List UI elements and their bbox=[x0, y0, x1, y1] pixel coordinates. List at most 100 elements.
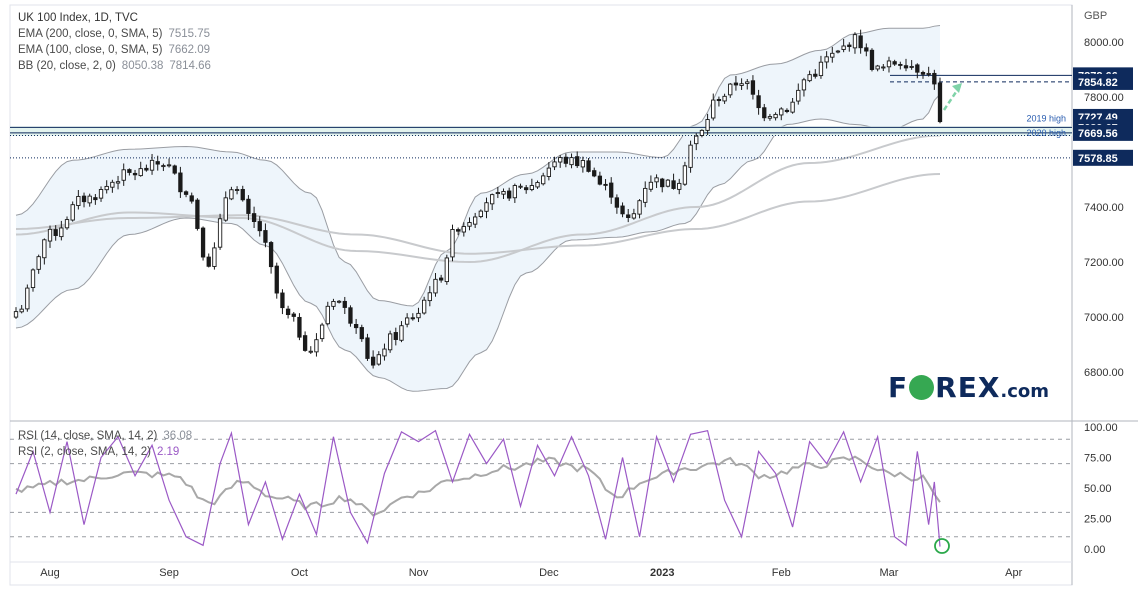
ema100-legend: EMA (100, close, 0, SMA, 5) 7662.09 bbox=[18, 44, 211, 56]
candle-body bbox=[376, 354, 381, 365]
price-label-text: 7669.56 bbox=[1078, 128, 1118, 140]
candle-body bbox=[586, 160, 591, 172]
candle-body bbox=[648, 181, 654, 190]
candle-body bbox=[172, 165, 177, 174]
logo-o-icon bbox=[909, 375, 935, 400]
time-tick-label: Aug bbox=[40, 567, 60, 579]
candle-body bbox=[47, 228, 53, 242]
candle-body bbox=[609, 182, 614, 198]
candle-body bbox=[268, 242, 274, 268]
rsi-tick-label: 75.00 bbox=[1084, 453, 1112, 465]
candle-body bbox=[467, 222, 472, 227]
candle-body bbox=[115, 181, 121, 184]
candle-body bbox=[614, 197, 620, 208]
candle-body bbox=[518, 185, 523, 188]
candle-body bbox=[875, 65, 880, 70]
candle-body bbox=[19, 308, 24, 313]
candle-body bbox=[484, 202, 489, 212]
candle-body bbox=[251, 213, 257, 222]
price-tick-label: 8000.00 bbox=[1084, 37, 1124, 49]
candle-body bbox=[739, 83, 744, 86]
candle-body bbox=[439, 277, 444, 281]
candle-body bbox=[597, 175, 603, 185]
candle-body bbox=[501, 190, 506, 195]
time-tick-label: Oct bbox=[291, 567, 308, 579]
candle-body bbox=[903, 65, 909, 69]
price-tick-label: 7000.00 bbox=[1084, 312, 1124, 324]
candle-body bbox=[336, 300, 342, 303]
candle-body bbox=[30, 269, 36, 289]
candle-body bbox=[745, 81, 750, 84]
candle-body bbox=[563, 156, 569, 164]
price-tick-label: 7800.00 bbox=[1084, 92, 1124, 104]
candle-body bbox=[835, 50, 841, 53]
candle-body bbox=[104, 185, 109, 191]
candle-body bbox=[98, 189, 104, 199]
candle-body bbox=[920, 72, 926, 75]
candle-body bbox=[331, 301, 336, 307]
time-tick-label: Dec bbox=[539, 567, 559, 579]
time-tick-label: Sep bbox=[159, 567, 179, 579]
candle-body bbox=[847, 44, 852, 47]
rsi-tick-label: 0.00 bbox=[1084, 544, 1105, 556]
candle-body bbox=[59, 227, 64, 238]
candle-body bbox=[234, 189, 240, 191]
candle-body bbox=[229, 189, 234, 200]
candle-body bbox=[852, 34, 858, 49]
level-note: 2019 high bbox=[1026, 113, 1066, 123]
bollinger-band-fill bbox=[16, 25, 940, 392]
candle-body bbox=[603, 183, 608, 186]
candle-body bbox=[790, 101, 795, 113]
time-tick-label: Mar bbox=[880, 567, 899, 579]
candle-body bbox=[671, 180, 676, 189]
candle-body bbox=[722, 95, 727, 102]
candle-body bbox=[631, 213, 637, 219]
rsi-legend: RSI (14, close, SMA, 14, 2) 36.08 RSI (2,… bbox=[18, 428, 192, 460]
forex-logo: F REX.com bbox=[888, 371, 1050, 404]
rsi2-legend: RSI (2, close, SMA, 14, 2) 2.19 bbox=[18, 446, 180, 458]
candle-body bbox=[886, 60, 892, 68]
bollinger-lower-line bbox=[15, 93, 941, 392]
candle-body bbox=[767, 116, 773, 119]
candle-body bbox=[246, 198, 251, 214]
candle-body bbox=[138, 168, 143, 177]
candle-body bbox=[580, 160, 586, 168]
candle-body bbox=[444, 257, 449, 283]
candle-body bbox=[756, 95, 761, 109]
candle-body bbox=[654, 177, 659, 183]
candle-body bbox=[830, 52, 835, 58]
candle-body bbox=[705, 119, 710, 131]
projection-arrowhead bbox=[952, 83, 962, 93]
candle-body bbox=[13, 311, 19, 318]
candle-body bbox=[274, 265, 279, 294]
candle-body bbox=[387, 333, 393, 351]
candle-body bbox=[529, 185, 535, 191]
candle-body bbox=[353, 324, 359, 329]
candle-body bbox=[302, 335, 308, 351]
candle-body bbox=[308, 350, 313, 353]
candle-body bbox=[365, 337, 370, 359]
candle-body bbox=[149, 159, 155, 171]
candle-body bbox=[382, 348, 387, 357]
candle-body bbox=[898, 63, 903, 66]
time-tick-label: 2023 bbox=[650, 567, 674, 579]
time-tick-label: Nov bbox=[409, 567, 429, 579]
candle-body bbox=[495, 192, 500, 195]
candle-body bbox=[535, 182, 540, 188]
candle-body bbox=[427, 292, 432, 302]
candle-body bbox=[779, 108, 784, 116]
candle-body bbox=[416, 312, 421, 319]
candle-body bbox=[750, 80, 756, 95]
candle-body bbox=[325, 305, 330, 325]
ema100-line bbox=[15, 134, 941, 264]
candle-body bbox=[512, 185, 517, 199]
candle-body bbox=[393, 332, 398, 340]
candle-body bbox=[93, 197, 98, 201]
candle-body bbox=[217, 218, 223, 248]
candle-body bbox=[183, 191, 189, 195]
candle-body bbox=[297, 316, 302, 338]
candle-body bbox=[240, 188, 245, 201]
time-tick-label: Apr bbox=[1005, 567, 1022, 579]
candle-body bbox=[546, 167, 552, 177]
